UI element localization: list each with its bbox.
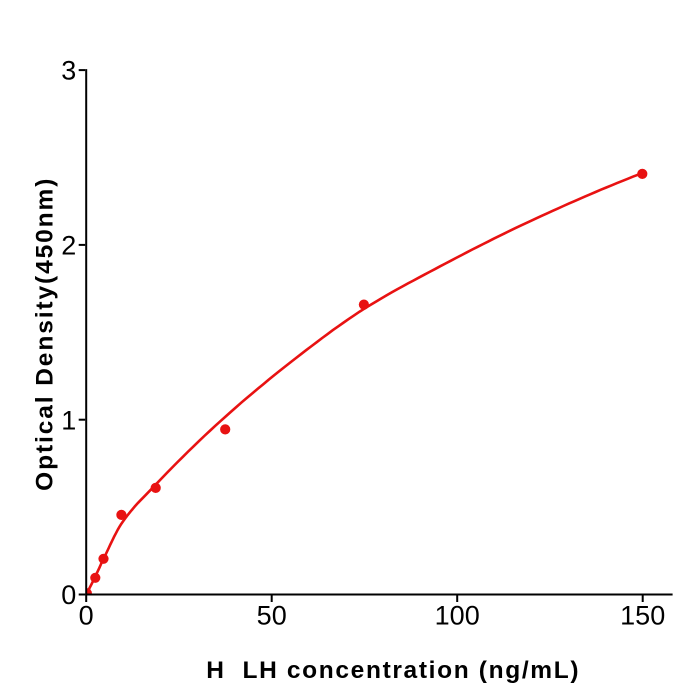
svg-text:100: 100 — [435, 601, 480, 631]
svg-text:0: 0 — [79, 601, 94, 631]
svg-text:3: 3 — [61, 56, 76, 86]
svg-text:Optical Density(450nm): Optical Density(450nm) — [31, 177, 58, 491]
svg-text:150: 150 — [620, 601, 665, 631]
svg-text:50: 50 — [257, 601, 287, 631]
svg-text:H LH concentration (ng/mL): H LH concentration (ng/mL) — [206, 657, 580, 684]
svg-text:2: 2 — [61, 231, 76, 261]
svg-text:0: 0 — [61, 580, 76, 610]
svg-text:1: 1 — [61, 405, 76, 435]
